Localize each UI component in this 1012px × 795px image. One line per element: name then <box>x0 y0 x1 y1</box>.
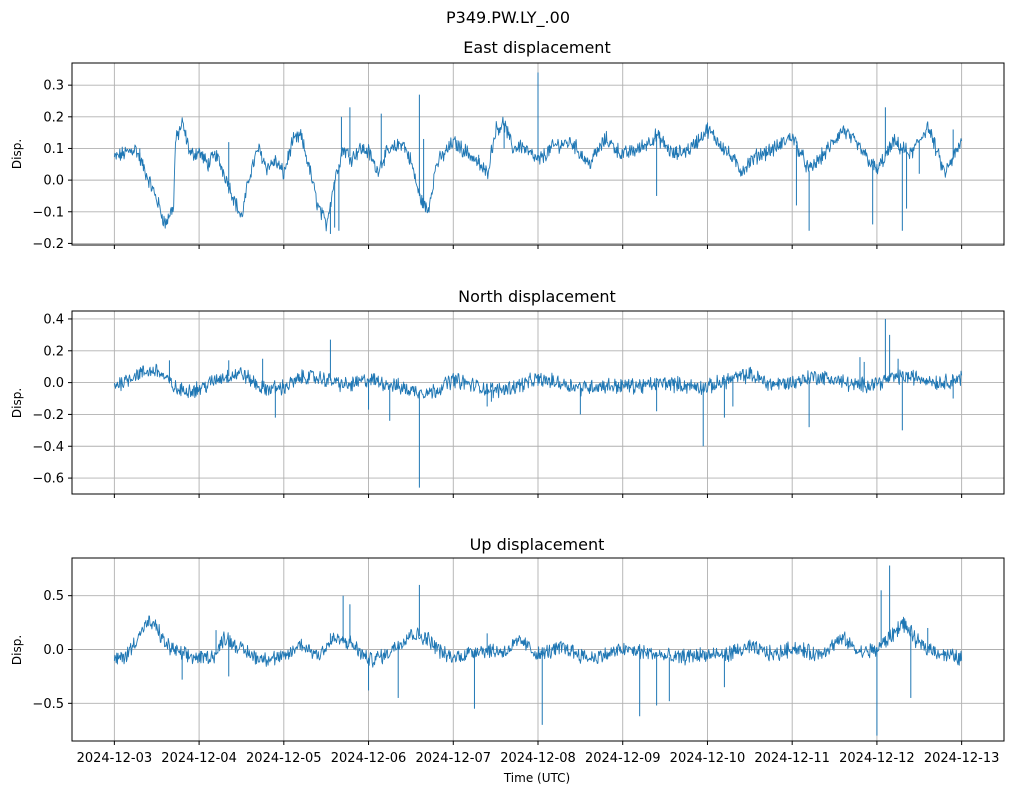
up-series-line <box>113 615 963 668</box>
x-tick-label: 2024-12-13 <box>924 751 1000 766</box>
east-axes-frame <box>71 62 1005 246</box>
x-tick-label: 2024-12-09 <box>585 751 661 766</box>
up-title: Up displacement <box>470 535 605 554</box>
north-ytick-label: 0.4 <box>43 312 64 327</box>
east-ytick-label: 0.1 <box>43 142 64 157</box>
x-tick-label: 2024-12-10 <box>670 751 746 766</box>
x-tick-label: 2024-12-11 <box>754 751 830 766</box>
east-ytick-label: −0.1 <box>32 205 64 220</box>
x-tick-label: 2024-12-05 <box>246 751 322 766</box>
x-tick-label: 2024-12-08 <box>500 751 576 766</box>
east-ytick-label: 0.2 <box>43 110 64 125</box>
up-ytick-label: 0.0 <box>43 643 64 658</box>
north-axes-frame <box>71 310 1005 495</box>
north-ytick-label: −0.6 <box>32 472 64 487</box>
up-ytick-label: 0.5 <box>43 589 64 604</box>
north-panel: North displacement Disp. −0.6 −0.4 −0.2 0.0… <box>10 287 1005 498</box>
x-axis-label: Time (UTC) <box>503 771 570 785</box>
x-tick-label: 2024-12-04 <box>161 751 237 766</box>
up-ytick-label: −0.5 <box>32 697 64 712</box>
x-tick-labels: 2024-12-03 2024-12-04 2024-12-05 2024-12-06… <box>77 751 1000 766</box>
east-ytick-label: 0.3 <box>43 79 64 94</box>
east-ytick-label: 0.0 <box>43 174 64 189</box>
x-tick-label: 2024-12-03 <box>77 751 153 766</box>
up-panel: Up displacement Disp. −0.5 0.0 0.5 <box>10 535 1005 745</box>
x-tick-label: 2024-12-06 <box>331 751 407 766</box>
east-ytick-label: −0.2 <box>32 237 64 252</box>
north-series-line <box>113 363 963 399</box>
east-panel: East displacement Disp. −0.2 −0.1 0.0 0.1 0.… <box>10 38 1005 252</box>
x-tick-label: 2024-12-07 <box>415 751 491 766</box>
east-title: East displacement <box>463 38 610 57</box>
north-ylabel: Disp. <box>10 388 24 418</box>
east-ylabel: Disp. <box>10 139 24 169</box>
north-title: North displacement <box>458 287 616 306</box>
north-ytick-label: −0.2 <box>32 408 64 423</box>
up-axes-frame <box>71 557 1005 742</box>
north-ytick-label: −0.4 <box>32 440 64 455</box>
north-ytick-label: 0.0 <box>43 376 64 391</box>
up-ylabel: Disp. <box>10 635 24 665</box>
north-ytick-label: 0.2 <box>43 344 64 359</box>
figure-title: P349.PW.LY_.00 <box>446 8 570 28</box>
x-tick-label: 2024-12-12 <box>839 751 915 766</box>
